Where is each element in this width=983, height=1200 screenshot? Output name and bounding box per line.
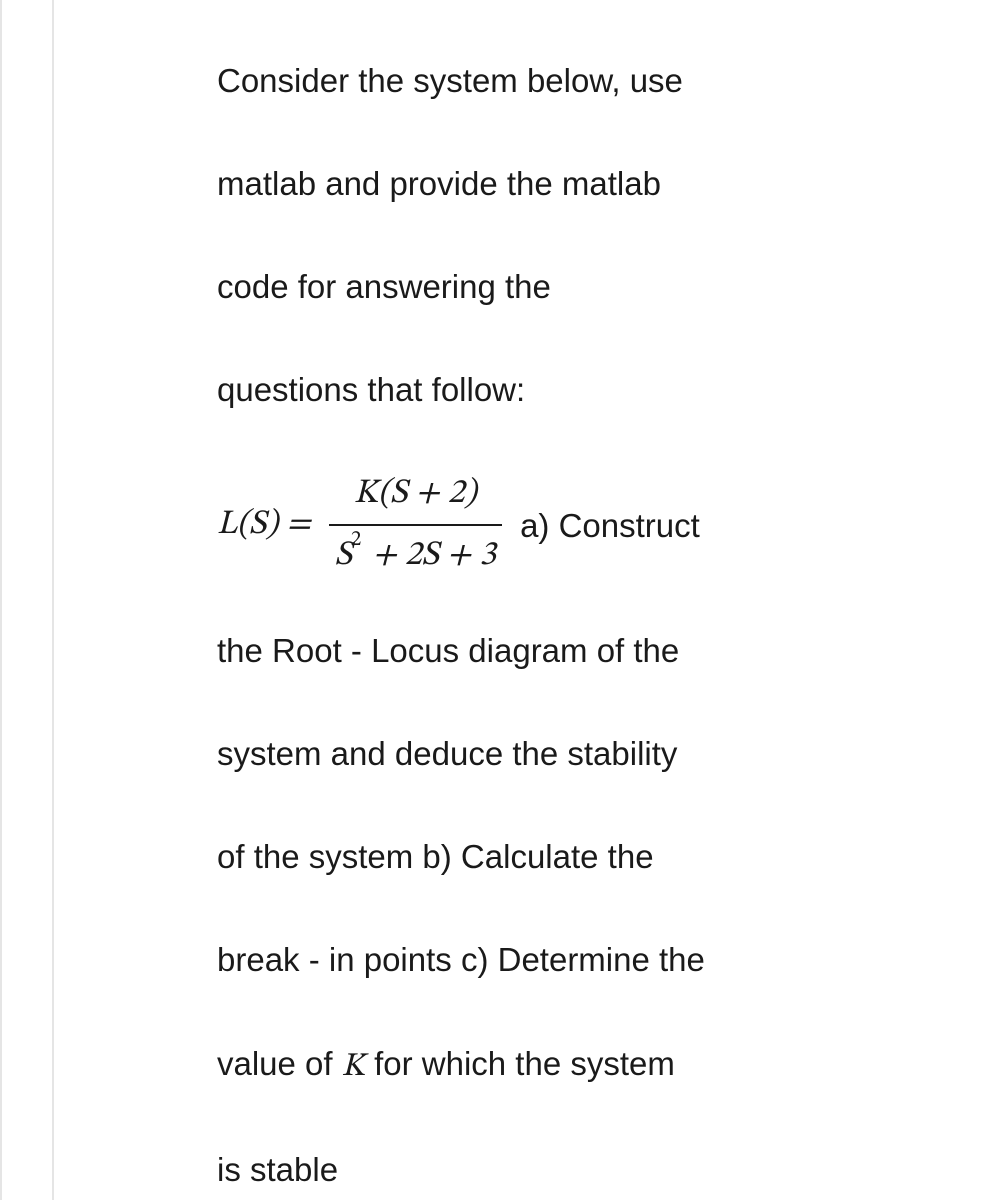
- text-line-10: value of K for which the system: [217, 1038, 943, 1092]
- equation-fraction: K(S + 2) S2 + 2S + 3: [329, 468, 502, 583]
- variable-k: K: [342, 1050, 365, 1083]
- question-body: Consider the system below, use matlab an…: [217, 55, 943, 1195]
- vertical-rule: [52, 0, 54, 1200]
- text-line-6: the Root - Locus diagram of the: [217, 625, 943, 676]
- text-line-2: matlab and provide the matlab: [217, 158, 943, 209]
- text-line-7: system and deduce the stability: [217, 728, 943, 779]
- equation-lhs-text: L(S) =: [217, 508, 311, 542]
- page: Consider the system below, use matlab an…: [0, 0, 983, 1200]
- text-line-10a: value of: [217, 1045, 342, 1082]
- equation-row: L(S) = K(S + 2) S2 + 2S + 3 a) Construct: [217, 468, 943, 583]
- equation-lhs: L(S) =: [217, 499, 311, 552]
- text-line-3: code for answering the: [217, 261, 943, 312]
- text-line-9: break - in points c) Determine the: [217, 934, 943, 985]
- text-line-4: questions that follow:: [217, 364, 943, 415]
- den-exponent: 2: [351, 530, 361, 551]
- fraction-numerator: K(S + 2): [348, 468, 483, 525]
- den-tail: + 2S + 3: [364, 539, 496, 573]
- text-line-1: Consider the system below, use: [217, 55, 943, 106]
- text-line-8: of the system b) Calculate the: [217, 831, 943, 882]
- fraction-denominator: S2 + 2S + 3: [329, 526, 502, 583]
- equation-trailing-text: a) Construct: [520, 500, 700, 551]
- text-line-10b: for which the system: [365, 1045, 675, 1082]
- text-line-11: is stable: [217, 1144, 943, 1195]
- den-s: S: [335, 539, 352, 573]
